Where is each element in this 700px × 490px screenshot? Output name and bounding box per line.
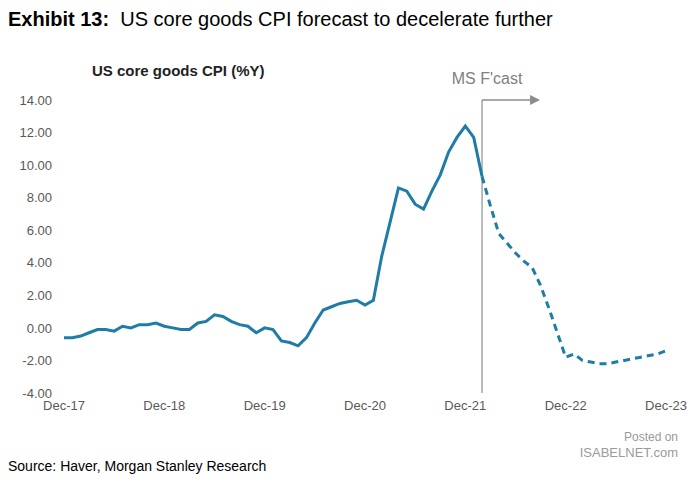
svg-text:8.00: 8.00 [27,190,52,205]
svg-text:Dec-19: Dec-19 [244,398,286,413]
html-text:ISABELNET.com: ISABELNET.com [579,445,678,460]
svg-text:Dec-22: Dec-22 [545,398,587,413]
html-text:Source: Haver, Morgan Stanley: Source: Haver, Morgan Stanley Research [8,458,267,474]
svg-text:-4.00: -4.00 [22,386,52,401]
html-text:Exhibit 13: US core goods CPI: Exhibit 13: US core goods CPI forecast t… [8,8,553,30]
svg-text:Dec-21: Dec-21 [444,398,486,413]
svg-text:0.00: 0.00 [27,321,52,336]
svg-text:Dec-23: Dec-23 [645,398,687,413]
html-text:US core goods CPI (%Y): US core goods CPI (%Y) [92,62,265,79]
svg-text:4.00: 4.00 [27,255,52,270]
svg-text:Dec-17: Dec-17 [43,398,85,414]
svg-text:6.00: 6.00 [27,223,52,238]
svg-text:-2.00: -2.00 [22,353,52,368]
html-text:Posted on: Posted on [624,430,678,444]
svg-text:12.00: 12.00 [19,125,52,140]
svg-text:Dec-18: Dec-18 [143,398,185,413]
svg-text:Dec-20: Dec-20 [344,398,386,413]
svg-text:MS F'cast: MS F'cast [452,70,523,87]
svg-text:14.00: 14.00 [19,93,52,108]
svg-text:2.00: 2.00 [27,288,52,303]
svg-text:10.00: 10.00 [19,158,52,173]
